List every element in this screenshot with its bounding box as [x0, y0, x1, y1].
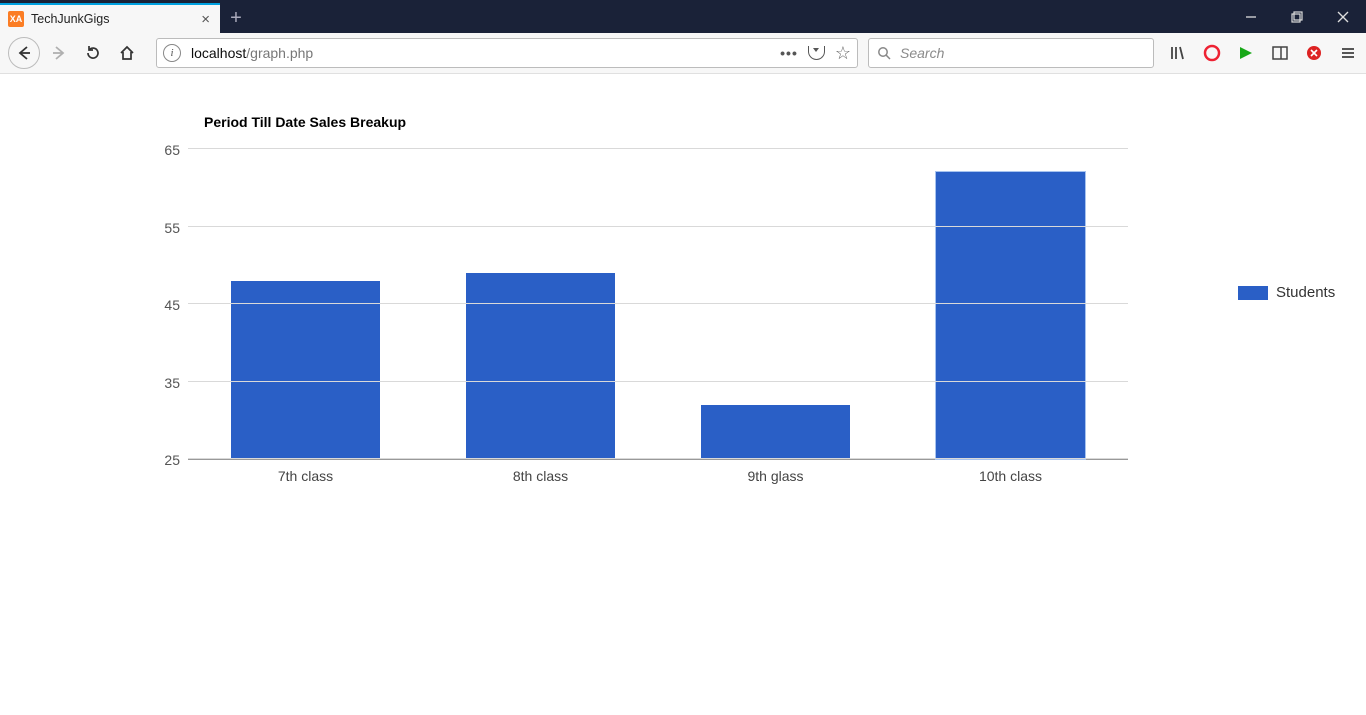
y-tick-label: 45 — [164, 297, 180, 313]
search-placeholder: Search — [900, 45, 944, 61]
home-button[interactable] — [112, 38, 142, 68]
browser-tab-active[interactable]: XA TechJunkGigs × — [0, 3, 220, 33]
y-tick-label: 55 — [164, 220, 180, 236]
x-tick-label: 9th glass — [658, 460, 893, 484]
tab-title: TechJunkGigs — [31, 12, 110, 26]
chart-bar-slot — [893, 150, 1128, 459]
reload-button[interactable] — [78, 38, 108, 68]
chart-x-axis: 7th class8th class9th glass10th class — [188, 460, 1128, 484]
idm-icon[interactable] — [1236, 43, 1256, 63]
forward-button[interactable] — [44, 38, 74, 68]
y-tick-label: 35 — [164, 375, 180, 391]
minimize-icon — [1245, 11, 1257, 23]
url-display: localhost/graph.php — [191, 45, 313, 61]
browser-titlebar: XA TechJunkGigs × + — [0, 0, 1366, 33]
search-input[interactable]: Search — [868, 38, 1154, 68]
x-tick-label: 7th class — [188, 460, 423, 484]
back-button[interactable] — [8, 37, 40, 69]
reload-icon — [84, 44, 102, 62]
chart-bar[interactable] — [936, 172, 1084, 459]
extension-shield-icon[interactable] — [1304, 43, 1324, 63]
browser-toolbar: i localhost/graph.php ••• ☆ Search — [0, 33, 1366, 74]
chart-bar[interactable] — [701, 405, 849, 459]
chart-title: Period Till Date Sales Breakup — [204, 114, 1288, 130]
chart-y-axis: 2535455565 — [148, 150, 188, 460]
chart-bar[interactable] — [231, 281, 379, 459]
x-tick-label: 10th class — [893, 460, 1128, 484]
pocket-icon[interactable] — [808, 46, 825, 60]
chart-gridline — [188, 148, 1128, 149]
xampp-icon: XA — [8, 11, 24, 27]
chart-plot-area — [188, 150, 1128, 460]
home-icon — [118, 44, 136, 62]
chart-gridline — [188, 226, 1128, 227]
url-bar[interactable]: i localhost/graph.php ••• ☆ — [156, 38, 858, 68]
library-icon[interactable] — [1168, 43, 1188, 63]
chart-bar[interactable] — [466, 273, 614, 459]
arrow-left-icon — [15, 44, 33, 62]
close-window-icon — [1337, 11, 1349, 23]
new-tab-button[interactable]: + — [220, 3, 252, 33]
chart-legend: Students — [1238, 284, 1335, 301]
opera-icon[interactable] — [1202, 43, 1222, 63]
window-controls — [1228, 0, 1366, 33]
url-host: localhost — [191, 45, 246, 61]
info-icon[interactable]: i — [163, 44, 181, 62]
page-content: Period Till Date Sales Breakup 25 35 45 55 6… — [0, 74, 1366, 484]
arrow-right-icon — [50, 44, 68, 62]
hamburger-menu-icon[interactable] — [1338, 43, 1358, 63]
chart-gridline — [188, 381, 1128, 382]
legend-swatch — [1238, 286, 1268, 300]
chart-gridline — [188, 303, 1128, 304]
search-icon — [877, 46, 892, 61]
maximize-button[interactable] — [1274, 0, 1320, 33]
bookmark-star-icon[interactable]: ☆ — [835, 43, 851, 64]
url-path: /graph.php — [246, 45, 313, 61]
y-tick-label: 25 — [164, 452, 180, 468]
chart-gridline — [188, 458, 1128, 459]
chart-bar-slot — [423, 150, 658, 459]
chart-container: Period Till Date Sales Breakup 25 35 45 55 6… — [60, 114, 1306, 484]
close-icon[interactable]: × — [197, 11, 214, 28]
chart-bar-slot — [658, 150, 893, 459]
maximize-icon — [1291, 11, 1303, 23]
y-tick-label: 65 — [164, 142, 180, 158]
page-actions-icon[interactable]: ••• — [780, 45, 798, 61]
minimize-button[interactable] — [1228, 0, 1274, 33]
legend-label: Students — [1276, 284, 1335, 301]
sidebar-icon[interactable] — [1270, 43, 1290, 63]
close-window-button[interactable] — [1320, 0, 1366, 33]
x-tick-label: 8th class — [423, 460, 658, 484]
chart-bar-slot — [188, 150, 423, 459]
toolbar-right-icons — [1168, 43, 1358, 63]
